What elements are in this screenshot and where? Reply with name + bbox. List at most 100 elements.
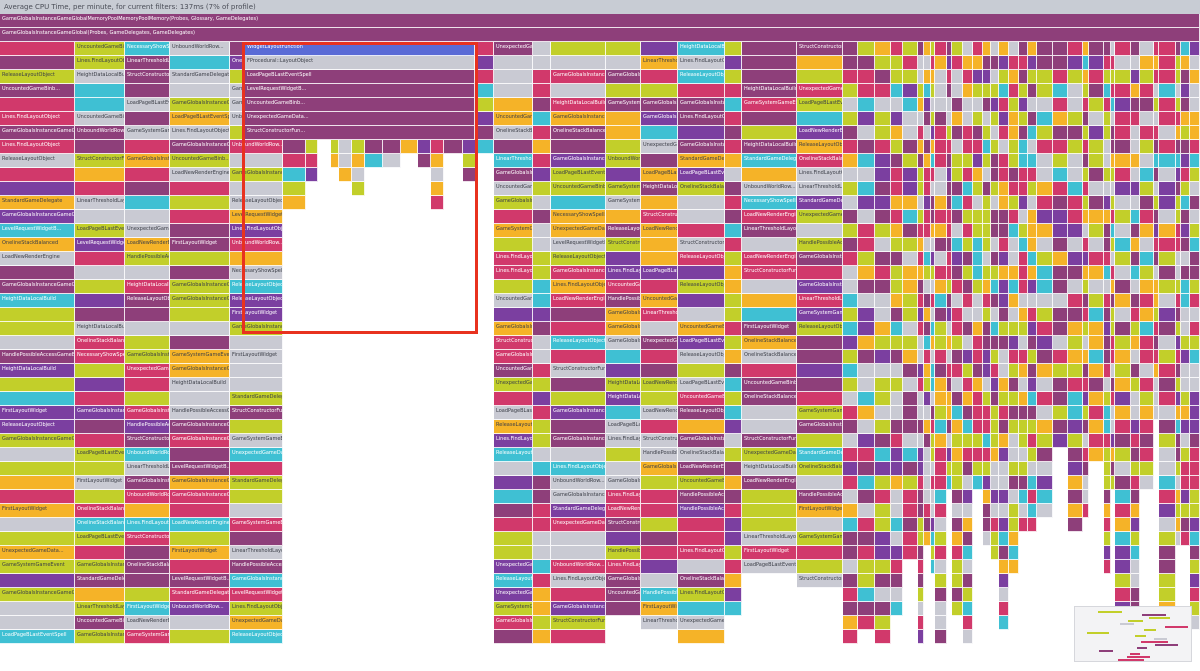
flame-frame[interactable] xyxy=(1131,462,1140,476)
flame-frame[interactable] xyxy=(973,252,983,266)
flame-frame[interactable] xyxy=(1176,504,1181,518)
flame-frame[interactable] xyxy=(1028,294,1037,308)
flame-frame[interactable]: Lines.FindLayoutObject xyxy=(75,56,125,70)
flame-frame[interactable] xyxy=(843,616,858,630)
flame-frame[interactable] xyxy=(918,616,924,630)
flame-frame[interactable] xyxy=(999,56,1009,70)
flame-frame[interactable] xyxy=(1115,280,1131,294)
flame-frame[interactable] xyxy=(1181,406,1190,420)
flame-frame[interactable] xyxy=(1131,434,1140,448)
flame-frame[interactable] xyxy=(903,168,918,182)
flame-frame[interactable] xyxy=(1190,560,1200,574)
flame-frame[interactable] xyxy=(875,448,891,462)
flame-frame[interactable] xyxy=(1140,126,1154,140)
flame-frame[interactable] xyxy=(843,574,858,588)
flame-frame[interactable] xyxy=(170,532,230,546)
flame-frame[interactable] xyxy=(991,462,999,476)
flame-frame[interactable] xyxy=(494,98,533,112)
flame-frame[interactable] xyxy=(891,406,903,420)
flame-frame[interactable] xyxy=(431,182,444,196)
flame-frame[interactable] xyxy=(1019,378,1028,392)
flame-frame[interactable] xyxy=(1083,294,1089,308)
flame-frame[interactable] xyxy=(1104,364,1111,378)
flame-frame[interactable]: GameGlobalsInstanceGameGlobalGameGlobal(… xyxy=(494,616,533,630)
flame-frame[interactable] xyxy=(75,378,125,392)
flame-frame[interactable]: GameGlobalsInstanceGameGlobalGameGlobal(… xyxy=(125,476,170,490)
flame-frame[interactable] xyxy=(1028,252,1037,266)
flame-frame[interactable] xyxy=(170,630,230,644)
flame-frame[interactable] xyxy=(678,518,725,532)
flame-frame[interactable]: LinearThresholdLayout xyxy=(75,196,125,210)
flame-frame[interactable] xyxy=(891,322,903,336)
flame-frame[interactable] xyxy=(843,168,858,182)
flame-frame[interactable] xyxy=(999,420,1009,434)
flame-frame[interactable] xyxy=(641,322,678,336)
flame-frame[interactable] xyxy=(952,294,963,308)
flame-frame[interactable] xyxy=(1089,448,1104,462)
flame-frame[interactable] xyxy=(999,210,1009,224)
flame-frame[interactable] xyxy=(858,476,875,490)
flame-frame[interactable] xyxy=(1131,154,1140,168)
flame-frame[interactable]: GameGlobalsInstanceGameGlobalGameGlobal(… xyxy=(606,574,641,588)
flame-frame[interactable] xyxy=(991,490,999,504)
flame-frame[interactable] xyxy=(533,98,551,112)
flame-frame[interactable]: UncountedGameBinb... xyxy=(551,182,606,196)
flame-frame[interactable] xyxy=(170,308,230,322)
flame-frame[interactable] xyxy=(125,266,170,280)
flame-frame[interactable]: UnexpectedGameData... xyxy=(494,588,533,602)
flame-frame[interactable]: LoadPageBLastEventSpell xyxy=(678,168,725,182)
flame-frame[interactable] xyxy=(952,462,963,476)
flame-frame[interactable] xyxy=(983,266,991,280)
flame-frame[interactable] xyxy=(1037,294,1053,308)
flame-frame[interactable] xyxy=(875,182,891,196)
flame-frame[interactable] xyxy=(1181,322,1190,336)
flame-frame[interactable] xyxy=(1176,112,1181,126)
flame-frame[interactable] xyxy=(1083,462,1089,476)
flame-frame[interactable] xyxy=(551,322,606,336)
flame-frame[interactable] xyxy=(1053,42,1068,56)
flame-frame[interactable] xyxy=(947,322,952,336)
flame-frame[interactable] xyxy=(1154,224,1159,238)
flame-frame[interactable] xyxy=(843,504,858,518)
flame-frame[interactable] xyxy=(999,140,1009,154)
flame-frame[interactable]: UnboundWorldRow... xyxy=(551,476,606,490)
flame-frame[interactable] xyxy=(963,420,973,434)
flame-frame[interactable] xyxy=(918,252,924,266)
flame-frame[interactable] xyxy=(858,112,875,126)
flame-frame[interactable] xyxy=(1154,196,1159,210)
flame-frame[interactable] xyxy=(952,448,963,462)
flame-frame[interactable] xyxy=(858,84,875,98)
flame-frame[interactable] xyxy=(1131,56,1140,70)
flame-frame[interactable]: LoadNewRenderEngine xyxy=(641,378,678,392)
flame-frame[interactable] xyxy=(973,126,983,140)
flame-frame[interactable]: HeightDataLocalBuild xyxy=(75,70,125,84)
flame-frame[interactable]: GameGlobalsInstanceGameGlobalGameGlobal(… xyxy=(678,140,725,154)
flame-frame[interactable] xyxy=(230,532,283,546)
flame-frame[interactable] xyxy=(983,336,991,350)
flame-frame[interactable] xyxy=(931,476,935,490)
flame-frame[interactable] xyxy=(991,210,999,224)
flame-frame[interactable] xyxy=(1104,322,1111,336)
flame-frame[interactable] xyxy=(75,140,125,154)
flame-frame[interactable] xyxy=(963,42,973,56)
flame-frame[interactable] xyxy=(924,490,931,504)
flame-frame[interactable] xyxy=(641,84,678,98)
flame-frame[interactable] xyxy=(999,224,1009,238)
flame-frame[interactable] xyxy=(1009,560,1019,574)
flame-frame[interactable] xyxy=(999,462,1009,476)
flame-frame[interactable] xyxy=(999,532,1009,546)
flame-frame[interactable]: UnboundWorldRow... xyxy=(125,448,170,462)
flame-frame[interactable] xyxy=(999,406,1009,420)
flame-frame[interactable] xyxy=(999,98,1009,112)
flame-frame[interactable] xyxy=(1140,420,1154,434)
flame-frame[interactable] xyxy=(1068,504,1083,518)
flame-frame[interactable] xyxy=(1181,378,1190,392)
flame-frame[interactable]: GameGlobalsInstanceGameGlobalDataStructu… xyxy=(170,420,230,434)
flame-frame[interactable] xyxy=(1131,98,1140,112)
flame-frame[interactable] xyxy=(1028,70,1037,84)
flame-frame[interactable] xyxy=(999,490,1009,504)
flame-frame[interactable]: HeightDataLocalBuild xyxy=(170,378,230,392)
flame-frame[interactable] xyxy=(983,252,991,266)
flame-frame[interactable] xyxy=(1159,462,1176,476)
flame-frame[interactable]: HandlePossibleAccessGameBinb... xyxy=(797,490,843,504)
